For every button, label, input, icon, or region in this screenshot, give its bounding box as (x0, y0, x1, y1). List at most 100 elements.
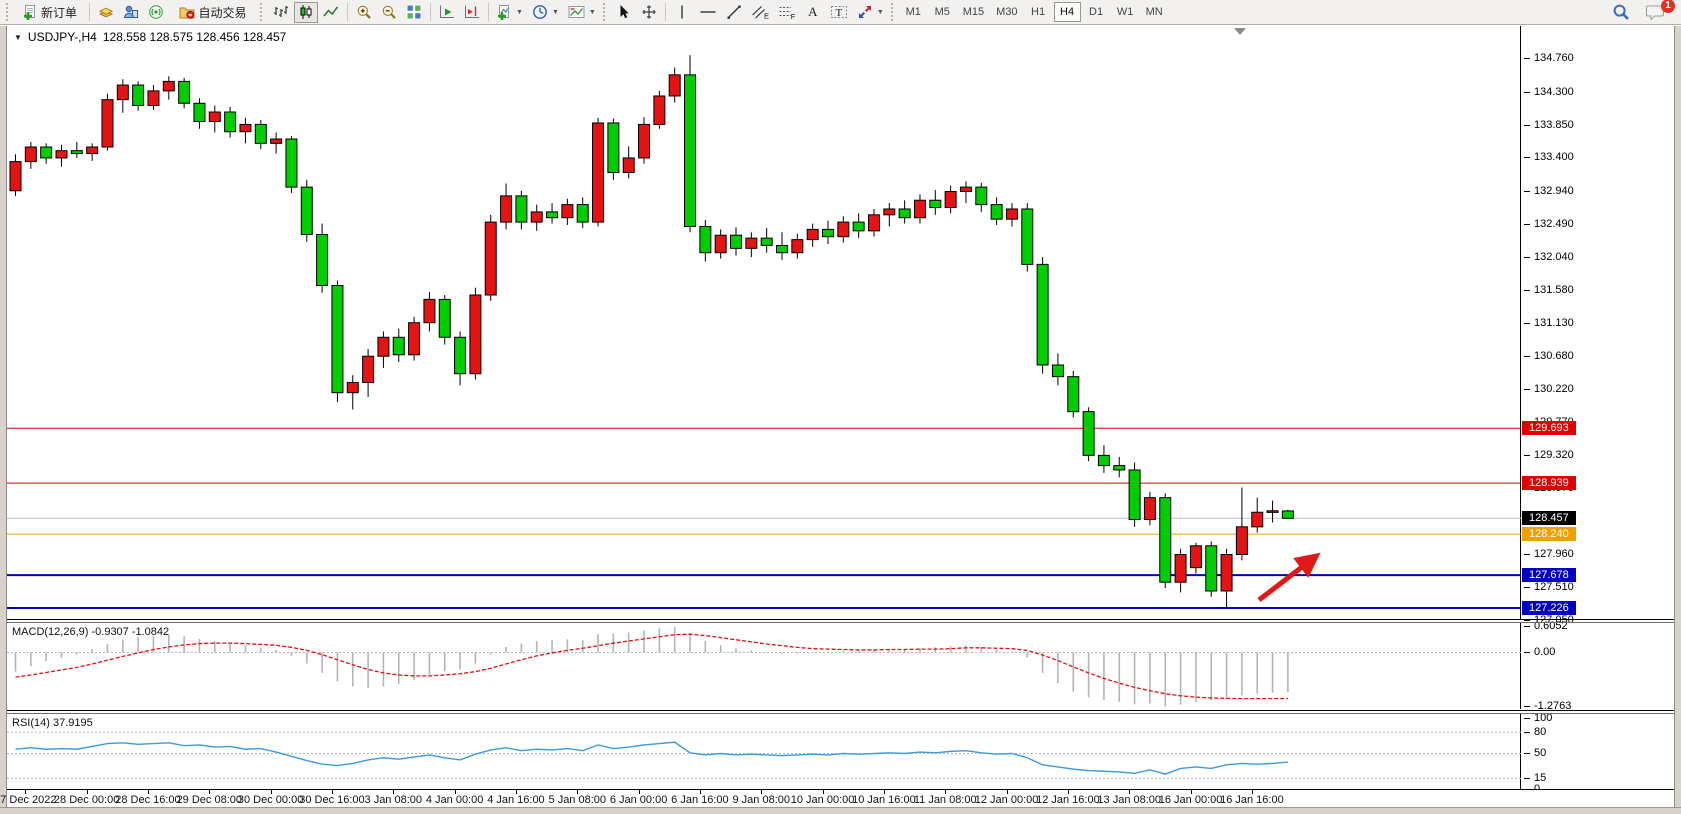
candle-down (438, 298, 451, 338)
search-button[interactable] (1608, 2, 1634, 23)
panel-separator (7, 622, 1674, 623)
cursor-button[interactable] (612, 2, 636, 23)
time-label: 30 Dec 16:00 (299, 794, 365, 806)
toolbar-grip[interactable] (602, 3, 607, 21)
price-badge: 129.693 (1522, 421, 1576, 436)
chart-shift-button[interactable] (460, 2, 484, 23)
macd-canvas[interactable] (7, 623, 1521, 709)
timeframe-button-h4[interactable]: H4 (1053, 2, 1081, 22)
time-label: 27 Dec 2022 (0, 794, 57, 806)
candle-down (70, 150, 83, 155)
timeframe-button-d1[interactable]: D1 (1083, 2, 1110, 22)
market-watch-button[interactable] (94, 2, 118, 23)
timeframe-button-w1[interactable]: W1 (1112, 2, 1139, 22)
candle-up (239, 123, 252, 133)
price-tick: 134.300 (1524, 85, 1574, 98)
macd-scale-label: -1.2763 (1523, 700, 1572, 713)
timeframe-button-m1[interactable]: M1 (900, 2, 927, 22)
candlestick-chart-button[interactable] (294, 1, 318, 23)
horizontal-line-button[interactable] (695, 2, 721, 23)
rsi-axis: 1008050150 (1522, 712, 1674, 795)
timeframe-button-h1[interactable]: H1 (1025, 2, 1052, 22)
toolbar-grip[interactable] (890, 3, 895, 21)
time-tick (147, 790, 149, 794)
time-label: 4 Jan 00:00 (425, 794, 484, 806)
text-label-button[interactable]: T (826, 2, 852, 23)
zoom-in-button[interactable] (352, 2, 376, 23)
candle-down (821, 228, 834, 238)
panel-separator[interactable] (7, 710, 1674, 711)
crosshair-button[interactable] (637, 2, 661, 23)
accounts-button[interactable] (119, 2, 143, 23)
price-chart-canvas[interactable] (7, 26, 1521, 619)
toolbar-grip[interactable] (6, 3, 10, 21)
crosshair-icon (641, 4, 657, 20)
new-order-button[interactable]: 新订单 (15, 2, 85, 23)
candle-down (929, 199, 942, 209)
arrows-button[interactable]: ▼ (853, 2, 888, 23)
trend-arrow-annotation[interactable] (1257, 552, 1321, 602)
candle-down (1113, 465, 1126, 471)
time-label: 3 Jan 08:00 (364, 794, 423, 806)
macd-panel[interactable]: MACD(12,26,9) -0.9307 -1.0842 (7, 623, 1521, 709)
time-tick (515, 790, 517, 794)
equidistant-channel-button[interactable]: E (747, 2, 773, 23)
candle-down (224, 111, 237, 133)
main-chart-plot[interactable]: ▼ USDJPY-,H4 128.558 128.575 128.456 128… (7, 26, 1521, 619)
price-tick: 132.940 (1524, 184, 1574, 197)
timeframe-button-mn[interactable]: MN (1141, 2, 1168, 22)
price-tick: 133.400 (1524, 151, 1574, 164)
time-label: 29 Dec 08:00 (176, 794, 242, 806)
auto-scroll-button[interactable] (435, 2, 459, 23)
panel-separator[interactable] (7, 619, 1674, 620)
candle-down (392, 336, 405, 356)
chart-collapse-icon[interactable]: ▼ (14, 32, 22, 42)
text-button[interactable]: A (801, 2, 825, 23)
candle-up (714, 234, 727, 254)
time-tick (577, 790, 579, 794)
window-left-frame (0, 26, 7, 807)
zoom-out-button[interactable] (377, 2, 401, 23)
rsi-panel[interactable]: RSI(14) 37.9195 (7, 714, 1521, 789)
trendline-button[interactable] (722, 2, 746, 23)
timeframe-button-m5[interactable]: M5 (929, 2, 956, 22)
rsi-canvas[interactable] (7, 714, 1521, 789)
cursor-icon (616, 4, 632, 20)
time-tick (331, 790, 333, 794)
price-tick: 130.680 (1524, 349, 1574, 362)
signals-button[interactable] (144, 2, 168, 23)
time-axis-border (7, 789, 1674, 790)
time-label: 28 Dec 16:00 (115, 794, 181, 806)
fibonacci-button[interactable]: F (774, 2, 800, 23)
window-right-frame (1674, 26, 1681, 807)
time-label: 5 Jan 08:00 (548, 794, 607, 806)
chart-shift-marker[interactable] (1234, 28, 1246, 35)
candle-up (1235, 526, 1248, 556)
bar-chart-button[interactable] (269, 2, 293, 23)
time-tick (1251, 790, 1253, 794)
notifications-button[interactable]: 1 (1642, 0, 1675, 23)
indicators-button[interactable]: ▼ (493, 2, 527, 23)
candle-down (776, 244, 788, 254)
tile-windows-button[interactable] (402, 2, 426, 23)
chevron-down-icon: ▼ (516, 8, 523, 16)
timeframe-button-m30[interactable]: M30 (991, 2, 1022, 22)
candle-down (760, 237, 773, 246)
timeframe-button-m15[interactable]: M15 (958, 2, 989, 22)
autotrading-button[interactable]: 自动交易 (169, 2, 257, 23)
periods-button[interactable]: ▼ (528, 2, 563, 23)
time-tick (1190, 790, 1192, 794)
rsi-value: 37.9195 (52, 717, 93, 729)
time-tick (1067, 790, 1069, 794)
candle-down (852, 221, 865, 232)
price-axis[interactable]: 134.760 134.300 133.850 133.400 132.940 132.4… (1522, 26, 1674, 626)
templates-button[interactable]: ▼ (564, 2, 600, 23)
price-badge: 128.939 (1522, 476, 1576, 491)
macd-label: MACD(12,26,9) -0.9307 -1.0842 (12, 626, 169, 638)
line-chart-button[interactable] (319, 2, 343, 23)
time-axis[interactable]: 27 Dec 2022 28 Dec 00:00 28 Dec 16:00 29 De… (0, 790, 1521, 807)
indicators-icon (497, 4, 512, 20)
candle-down (699, 225, 712, 254)
toolbar-grip[interactable] (260, 3, 264, 21)
vertical-line-button[interactable] (670, 2, 694, 23)
